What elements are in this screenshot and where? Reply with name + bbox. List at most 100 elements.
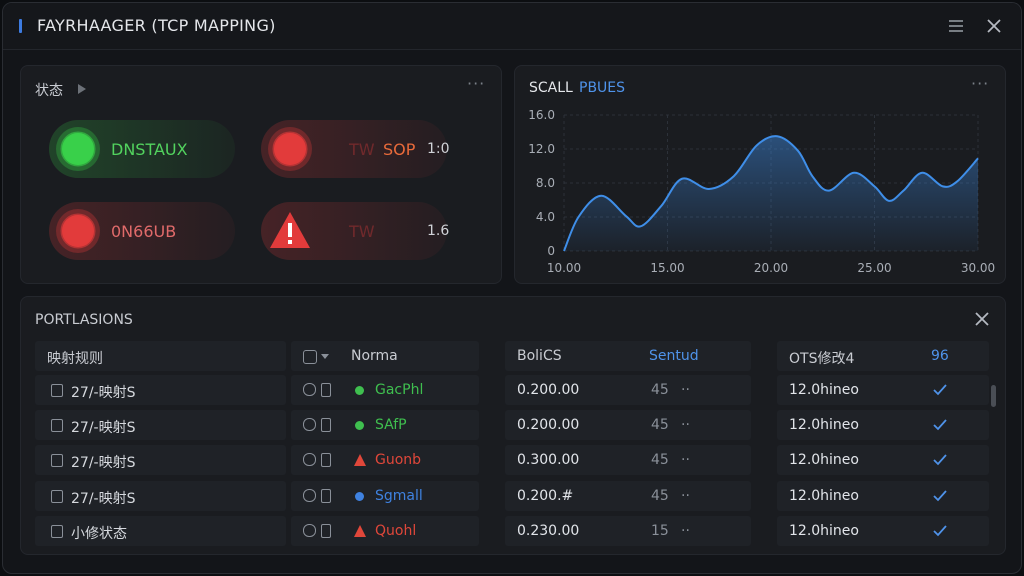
state-icon: [354, 454, 366, 466]
x-tick-label: 10.00: [547, 261, 581, 275]
chart-title: PBUES: [579, 80, 625, 96]
modified: 12.0hineo: [789, 523, 859, 539]
modified: 12.0hineo: [789, 488, 859, 504]
count-suffix: ··: [681, 488, 690, 504]
row-cell: [291, 516, 479, 546]
chart-title: SCALL: [529, 80, 573, 96]
row-cell: [505, 445, 751, 475]
row-cell: [505, 481, 751, 511]
accent-bar: [19, 19, 22, 33]
count-suffix: ··: [681, 417, 690, 433]
rule-name: 27/-映射S: [71, 385, 136, 401]
metric: 0.200.00: [517, 382, 580, 398]
row-cell: [35, 516, 286, 546]
row-icon: [303, 489, 316, 502]
row-icon: [303, 383, 316, 396]
menu-button[interactable]: [947, 17, 965, 35]
check-icon: [933, 384, 947, 396]
row-cell: [505, 410, 751, 440]
state-icon: [355, 492, 364, 501]
row-icon: [321, 418, 331, 432]
state-icon: [355, 421, 364, 430]
y-tick-label: 16.0: [528, 108, 555, 122]
state-label: Sgmall: [375, 488, 423, 504]
header-cell: [777, 341, 989, 371]
metric: 0.200.#: [517, 488, 574, 504]
row-cell: [777, 410, 989, 440]
scrollbar[interactable]: [991, 385, 996, 407]
row-icon: [321, 453, 331, 467]
warning-triangle: [354, 525, 366, 537]
status-value: 1.6: [427, 223, 450, 239]
row-cell: [291, 481, 479, 511]
state-label: GacPhl: [375, 382, 424, 398]
modified: 12.0hineo: [789, 382, 859, 398]
modified: 12.0hineo: [789, 417, 859, 433]
close-button[interactable]: [974, 311, 990, 327]
status-pill: 0N66UB: [49, 202, 235, 260]
x-tick-label: 15.00: [650, 261, 684, 275]
count: 15: [651, 523, 669, 539]
column-header: Sentud: [649, 348, 699, 364]
row-cell: [777, 445, 989, 475]
column-header: OTS修改4: [789, 351, 855, 367]
header-cell: [35, 341, 286, 371]
row-cell: [505, 516, 751, 546]
column-header: Norma: [351, 348, 398, 364]
line-chart: SCALL PBUES 0 4.0 8.0 12.0 16.0 10.00 15.00 20.00…: [528, 80, 995, 275]
area: [564, 136, 978, 251]
check-icon: [933, 419, 947, 431]
warning-mark: [288, 240, 292, 244]
panel-title: 状态: [35, 83, 63, 99]
table-panel: PORTLASIONS 映射规则 Norma BoliCS Sentud OTS修改4 9…: [20, 296, 1006, 555]
chart-panel: SCALL PBUES 0 4.0 8.0 12.0 16.0 10.00 15.00 20.00…: [514, 65, 1006, 284]
count-suffix: ··: [681, 452, 690, 468]
count: 45: [651, 382, 669, 398]
status-pill: TW SOP 1:0: [261, 120, 450, 178]
more-button[interactable]: ···: [971, 74, 990, 93]
metric: 0.200.00: [517, 417, 580, 433]
status-dot: [60, 131, 96, 167]
status-dot: [60, 213, 96, 249]
column-header: 96: [931, 348, 949, 364]
line: [563, 135, 979, 252]
row-cell: [35, 375, 286, 405]
row-icon: [321, 383, 331, 397]
state-label: Guonb: [375, 452, 422, 468]
count: 45: [651, 452, 669, 468]
status-pill: DNSTAUX: [49, 120, 235, 178]
row-cell: [777, 375, 989, 405]
modified: 12.0hineo: [789, 452, 859, 468]
status-icon: [56, 127, 100, 171]
row-icon: [51, 454, 63, 467]
row-cell: [777, 516, 989, 546]
dropdown-caret: [321, 354, 329, 359]
status-icon: [270, 212, 310, 248]
status-icon: [268, 127, 312, 171]
state-icon: [355, 386, 364, 395]
y-tick-label: 12.0: [528, 142, 555, 156]
metric: 0.230.00: [517, 523, 580, 539]
close-button[interactable]: [985, 17, 1003, 35]
title-bar: FAYRHAAGER (TCP MAPPING): [3, 3, 1021, 50]
row-cell: [291, 445, 479, 475]
warning-triangle: [354, 454, 366, 466]
row-cell: [777, 481, 989, 511]
row-cell: [505, 375, 751, 405]
status-icon: [56, 209, 100, 253]
status-dot: [272, 131, 308, 167]
rule-name: 小修状态: [71, 526, 127, 542]
y-tick-label: 8.0: [536, 176, 555, 190]
more-button[interactable]: ···: [467, 74, 486, 93]
window-title: FAYRHAAGER (TCP MAPPING): [37, 16, 276, 35]
row-icon: [51, 525, 63, 538]
check-mark: [933, 490, 947, 502]
check-mark: [933, 384, 947, 396]
x-tick-label: 25.00: [857, 261, 891, 275]
column-header: BoliCS: [517, 348, 562, 364]
state-label: SAfP: [375, 417, 407, 433]
rule-name: 27/-映射S: [71, 491, 136, 507]
row-icon: [51, 419, 63, 432]
row-icon: [321, 489, 331, 503]
row-cell: [35, 445, 286, 475]
